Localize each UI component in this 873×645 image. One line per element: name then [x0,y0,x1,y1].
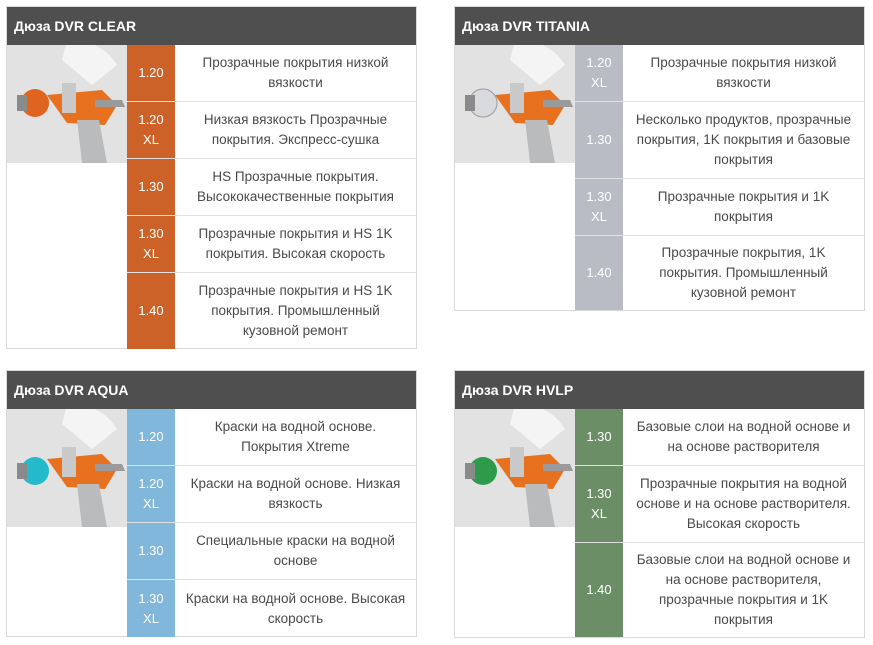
nozzle-size: 1.20 XL [575,45,623,101]
table-row: 1.30 HS Прозрачные покрытия. Высококачес… [127,159,416,216]
nozzle-size: 1.30 XL [127,580,175,637]
nozzle-description: Базовые слои на водной основе и на основ… [636,419,851,454]
nozzle-description: Специальные краски на водной основе [196,533,395,568]
spray-gun-image [455,409,575,527]
nozzle-size: 1.30 [127,523,175,579]
table-row: 1.30 XL Прозрачные покрытия на водной осн… [575,466,864,543]
nozzle-description: HS Прозрачные покрытия. Высококачественн… [197,169,394,204]
nozzle-size: 1.30 [127,159,175,215]
nozzle-size: 1.30 [575,102,623,178]
spray-gun-image [7,409,127,527]
nozzle-description: Краски на водной основе. Высокая скорост… [185,590,406,626]
table-row: 1.40 Прозрачные покрытия, 1K покрытия. П… [575,236,864,310]
table-row: 1.20 XL Низкая вязкость Прозрачные покрыт… [127,102,416,159]
table-row: 1.30 XL Краски на водной основе. Высокая … [127,580,416,637]
nozzle-description: Прозрачные покрытия низкой вязкости [650,55,837,90]
table-row: 1.20 XL Прозрачные покрытия низкой вязкос… [575,45,864,102]
table-row: 1.20 Краски на водной основе. Покрытия X… [127,409,416,466]
nozzle-size: 1.20 XL [127,466,175,522]
nozzle-size: 1.20 XL [127,102,175,158]
nozzle-description: Прозрачные покрытия и 1K покрытия [657,189,830,224]
nozzle-description: Прозрачные покрытия и HS 1K покрытия. Вы… [198,226,393,261]
nozzle-size: 1.20 [127,409,175,465]
table-row: 1.40 Базовые слои на водной основе и на … [575,543,864,637]
panel-title: Дюза DVR AQUA [7,371,416,409]
nozzle-size: 1.40 [575,543,623,637]
nozzle-size: 1.30 XL [575,466,623,542]
panel-title: Дюза DVR CLEAR [7,7,416,45]
panel-title: Дюза DVR TITANIA [455,7,864,45]
nozzle-description: Несколько продуктов, прозрачные покрытия… [635,112,852,167]
table-row: 1.30 Специальные краски на водной основе [127,523,416,580]
table-row: 1.40 Прозрачные покрытия и HS 1K покрыти… [127,273,416,349]
spray-gun-icon [17,409,125,527]
table-row: 1.30 XL Прозрачные покрытия и 1K покрытия [575,179,864,236]
nozzle-description: Краски на водной основе. Покрытия Xtreme [214,419,377,454]
panel-title: Дюза DVR HVLP [455,371,864,409]
nozzle-panel-aqua: Дюза DVR AQUA 1.20 Краски на водной осно… [6,370,417,637]
nozzle-description: Прозрачные покрытия, 1K покрытия. Промыш… [659,245,828,300]
table-row: 1.30 Несколько продуктов, прозрачные пок… [575,102,864,179]
nozzle-panel-clear: Дюза DVR CLEAR 1.20 Прозрачные покрытия … [6,6,417,349]
nozzle-size: 1.30 XL [127,216,175,272]
nozzle-size: 1.30 XL [575,179,623,235]
table-row: 1.30 Базовые слои на водной основе и на … [575,409,864,466]
nozzle-size: 1.20 [127,45,175,101]
nozzle-description: Краски на водной основе. Низкая вязкость [190,476,401,511]
nozzle-size: 1.40 [127,273,175,349]
nozzle-size: 1.40 [575,236,623,310]
nozzle-description: Прозрачные покрытия низкой вязкости [202,55,389,90]
spray-gun-icon [465,409,573,527]
table-row: 1.20 XL Краски на водной основе. Низкая в… [127,466,416,523]
table-row: 1.30 XL Прозрачные покрытия и HS 1K покры… [127,216,416,273]
nozzle-description: Прозрачные покрытия и HS 1K покрытия. Пр… [198,283,393,338]
spray-gun-icon [17,45,125,163]
spray-gun-image [455,45,575,163]
nozzle-size: 1.30 [575,409,623,465]
nozzle-panel-titania: Дюза DVR TITANIA 1.20 XL Прозрачные покры… [454,6,865,311]
spray-gun-image [7,45,127,163]
nozzle-description: Базовые слои на водной основе и на основ… [636,552,851,627]
nozzle-panel-hvlp: Дюза DVR HVLP 1.30 Базовые слои на водно… [454,370,865,638]
nozzle-description: Прозрачные покрытия на водной основе и н… [636,476,851,531]
table-row: 1.20 Прозрачные покрытия низкой вязкости [127,45,416,102]
spray-gun-icon [465,45,573,163]
nozzle-description: Низкая вязкость Прозрачные покрытия. Экс… [203,112,388,147]
